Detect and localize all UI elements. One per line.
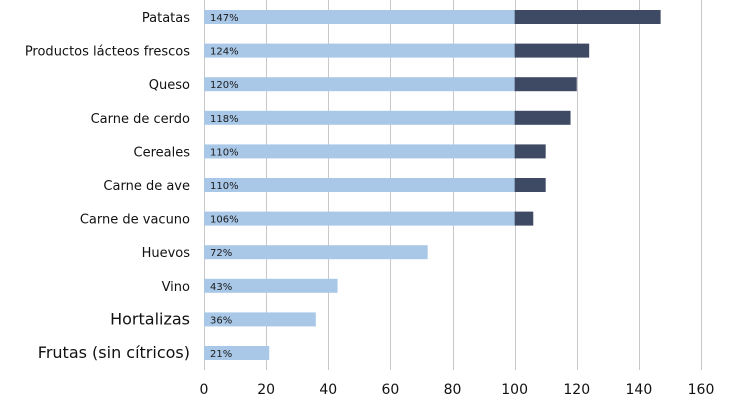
x-tick-label: 60 — [381, 382, 399, 398]
bar-base — [204, 144, 515, 159]
category-labels: Patatas Productos lácteos frescos Queso Car… — [25, 11, 190, 362]
value-label: 72% — [210, 248, 232, 259]
bar-base — [204, 43, 515, 58]
x-tick-label: 140 — [626, 382, 653, 398]
bar-base — [204, 211, 515, 226]
bar-base — [204, 312, 316, 327]
category-label: Carne de vacuno — [80, 213, 190, 228]
value-label: 124% — [210, 47, 239, 58]
x-tick-label: 160 — [688, 382, 715, 398]
bar-base — [204, 346, 270, 360]
bar-excess — [514, 10, 661, 24]
value-label: 43% — [210, 282, 232, 293]
bar-excess — [514, 110, 571, 125]
bar-base — [204, 110, 515, 125]
value-label: 36% — [210, 315, 232, 326]
value-label: 118% — [210, 114, 239, 125]
value-label: 21% — [210, 349, 232, 360]
value-label: 110% — [210, 147, 239, 158]
bar-base — [204, 245, 428, 260]
category-label: Cereales — [134, 145, 191, 160]
x-axis-ticks: 0 20 40 60 80 100 120 140 160 — [200, 382, 715, 398]
value-label: 147% — [210, 13, 239, 24]
bar-base — [204, 77, 515, 92]
value-label: 110% — [210, 181, 239, 192]
bar-excess — [514, 144, 546, 159]
value-labels: 147% 124% 120% 118% 110% 110% 106% 72% 43% 36% 21% — [210, 13, 239, 360]
category-label: Productos lácteos frescos — [25, 45, 190, 60]
x-tick-label: 100 — [501, 382, 528, 398]
value-label: 120% — [210, 80, 239, 91]
bar-excess — [514, 43, 590, 58]
x-tick-label: 120 — [563, 382, 590, 398]
x-tick-label: 20 — [257, 382, 275, 398]
category-label: Queso — [149, 78, 190, 93]
bar-excess — [514, 77, 577, 92]
category-label: Vino — [162, 280, 190, 295]
value-label: 106% — [210, 215, 239, 226]
category-label: Carne de ave — [103, 179, 190, 194]
bar-excess — [514, 178, 546, 192]
x-tick-label: 40 — [319, 382, 337, 398]
bar-base — [204, 10, 515, 24]
bars — [204, 10, 661, 360]
x-tick-label: 0 — [200, 382, 209, 398]
category-label: Hortalizas — [110, 309, 190, 328]
bar-excess — [514, 211, 534, 226]
bar-base — [204, 178, 515, 192]
bar-base — [204, 278, 338, 293]
category-label: Frutas (sin cítricos) — [38, 343, 190, 362]
x-tick-label: 80 — [444, 382, 462, 398]
category-label: Patatas — [142, 11, 190, 26]
category-label: Carne de cerdo — [91, 112, 190, 127]
category-label: Huevos — [142, 246, 191, 261]
